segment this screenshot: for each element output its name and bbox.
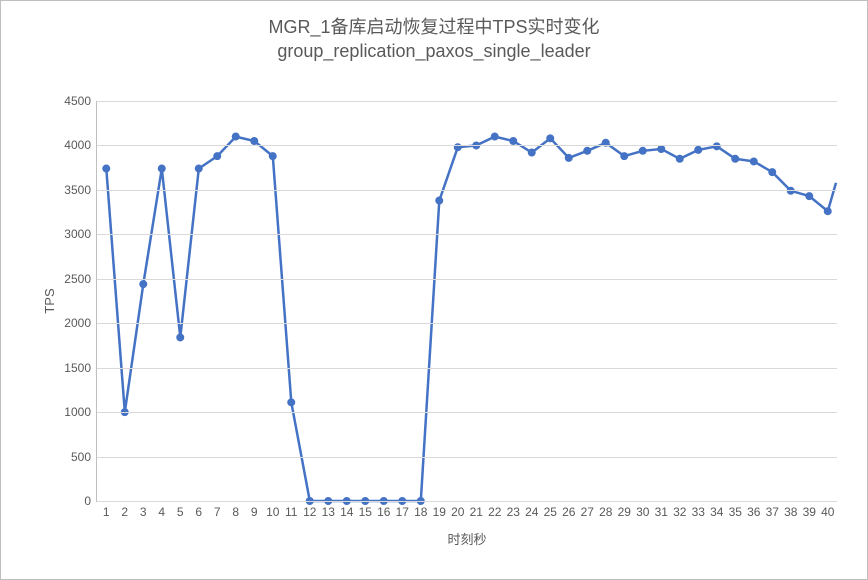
x-tick-label: 22: [488, 501, 501, 519]
data-point: [269, 153, 276, 160]
x-tick-label: 21: [470, 501, 483, 519]
x-tick-label: 12: [303, 501, 316, 519]
x-tick-label: 3: [140, 501, 147, 519]
x-tick-label: 32: [673, 501, 686, 519]
gridline: [97, 412, 837, 413]
gridline: [97, 190, 837, 191]
data-point: [658, 146, 665, 153]
x-tick-label: 28: [599, 501, 612, 519]
x-tick-label: 18: [414, 501, 427, 519]
x-tick-label: 8: [232, 501, 239, 519]
data-point: [436, 197, 443, 204]
data-point: [140, 281, 147, 288]
x-tick-label: 14: [340, 501, 353, 519]
data-point: [528, 149, 535, 156]
data-point: [547, 135, 554, 142]
x-tick-label: 16: [377, 501, 390, 519]
data-point: [750, 158, 757, 165]
x-tick-label: 7: [214, 501, 221, 519]
x-tick-label: 27: [581, 501, 594, 519]
x-tick-label: 15: [359, 501, 372, 519]
x-tick-label: 17: [396, 501, 409, 519]
x-tick-label: 19: [433, 501, 446, 519]
gridline: [97, 279, 837, 280]
chart-title-line1: MGR_1备库启动恢复过程中TPS实时变化: [1, 15, 867, 39]
x-tick-label: 36: [747, 501, 760, 519]
data-point: [639, 147, 646, 154]
chart-title: MGR_1备库启动恢复过程中TPS实时变化 group_replication_…: [1, 1, 867, 64]
x-tick-label: 24: [525, 501, 538, 519]
data-point: [621, 153, 628, 160]
chart-title-line2: group_replication_paxos_single_leader: [1, 39, 867, 63]
x-tick-label: 5: [177, 501, 184, 519]
gridline: [97, 234, 837, 235]
data-point: [232, 133, 239, 140]
x-tick-label: 37: [766, 501, 779, 519]
data-point: [103, 165, 110, 172]
plot-area: TPS 时刻秒 05001000150020002500300035004000…: [96, 101, 837, 502]
x-tick-label: 25: [544, 501, 557, 519]
data-point: [769, 169, 776, 176]
data-point: [695, 146, 702, 153]
x-tick-label: 31: [655, 501, 668, 519]
x-tick-label: 6: [195, 501, 202, 519]
x-tick-label: 33: [692, 501, 705, 519]
data-point: [251, 138, 258, 145]
gridline: [97, 145, 837, 146]
data-point: [214, 153, 221, 160]
gridline: [97, 368, 837, 369]
y-tick-label: 3000: [64, 227, 97, 241]
data-point: [158, 165, 165, 172]
x-tick-label: 40: [821, 501, 834, 519]
data-point: [565, 154, 572, 161]
x-tick-label: 26: [562, 501, 575, 519]
x-axis-label: 时刻秒: [447, 529, 486, 548]
y-tick-label: 1500: [64, 361, 97, 375]
data-point: [491, 133, 498, 140]
x-tick-label: 30: [636, 501, 649, 519]
data-point: [676, 155, 683, 162]
x-tick-label: 10: [266, 501, 279, 519]
y-tick-label: 0: [84, 494, 97, 508]
x-tick-label: 4: [158, 501, 165, 519]
x-tick-label: 35: [729, 501, 742, 519]
data-point: [824, 208, 831, 215]
x-tick-label: 9: [251, 501, 258, 519]
x-tick-label: 29: [618, 501, 631, 519]
x-tick-label: 11: [285, 501, 297, 519]
x-tick-label: 34: [710, 501, 723, 519]
data-point: [195, 165, 202, 172]
x-tick-label: 20: [451, 501, 464, 519]
series-line: [106, 137, 836, 501]
data-point: [584, 147, 591, 154]
x-tick-label: 23: [507, 501, 520, 519]
x-tick-label: 2: [121, 501, 128, 519]
y-tick-label: 4000: [64, 138, 97, 152]
y-tick-label: 500: [71, 450, 97, 464]
data-point: [177, 334, 184, 341]
y-tick-label: 1000: [64, 405, 97, 419]
gridline: [97, 457, 837, 458]
y-axis-label: TPS: [42, 288, 57, 313]
y-tick-label: 4500: [64, 94, 97, 108]
y-tick-label: 3500: [64, 183, 97, 197]
line-chart-svg: [97, 101, 837, 501]
data-point: [510, 138, 517, 145]
x-tick-label: 13: [322, 501, 335, 519]
x-tick-label: 38: [784, 501, 797, 519]
y-tick-label: 2500: [64, 272, 97, 286]
gridline: [97, 323, 837, 324]
x-tick-label: 1: [103, 501, 110, 519]
data-point: [288, 399, 295, 406]
gridline: [97, 501, 837, 502]
y-tick-label: 2000: [64, 316, 97, 330]
chart-container: MGR_1备库启动恢复过程中TPS实时变化 group_replication_…: [0, 0, 868, 580]
data-point: [806, 193, 813, 200]
gridline: [97, 101, 837, 102]
data-point: [732, 155, 739, 162]
x-tick-label: 39: [803, 501, 816, 519]
